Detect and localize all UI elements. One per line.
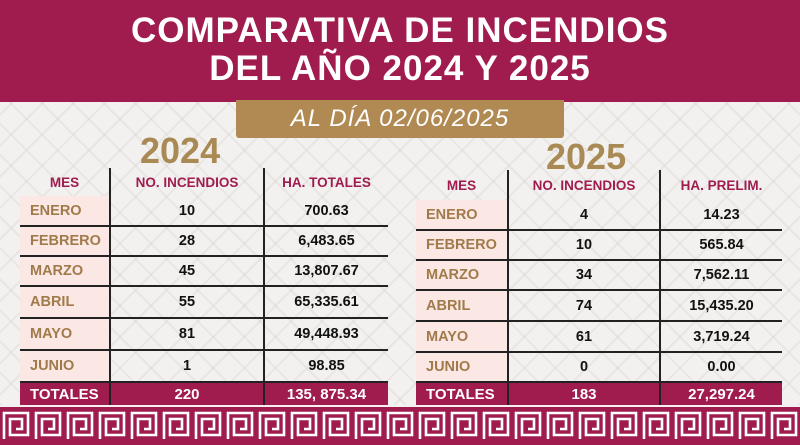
totals-row: TOTALES 220 135, 875.34 bbox=[20, 382, 388, 405]
table-2024: MES NO. INCENDIOS HA. TOTALES ENERO 10 7… bbox=[20, 168, 388, 405]
cell-month: MAYO bbox=[416, 321, 508, 353]
cell-hectares: 98.85 bbox=[263, 350, 388, 383]
header-banner: COMPARATIVA DE INCENDIOS DEL AÑO 2024 Y … bbox=[0, 0, 800, 102]
cell-fires: 4 bbox=[507, 200, 660, 231]
cell-hectares: 3,719.24 bbox=[659, 321, 782, 353]
cell-month: MARZO bbox=[20, 256, 110, 287]
header-hectareas: HA. PRELIM. bbox=[659, 170, 782, 200]
header-mes: MES bbox=[446, 177, 477, 193]
header-incendios: NO. INCENDIOS bbox=[109, 168, 264, 196]
year-label-2024: 2024 bbox=[140, 130, 221, 171]
table-row: ENERO 10 700.63 bbox=[20, 196, 388, 227]
totals-label: TOTALES bbox=[416, 382, 508, 405]
cell-fires: 10 bbox=[109, 196, 264, 227]
cell-hectares: 0.00 bbox=[659, 352, 782, 383]
totals-fires: 220 bbox=[109, 382, 264, 405]
cell-month: FEBRERO bbox=[416, 230, 508, 261]
cell-hectares: 14.23 bbox=[659, 200, 782, 231]
table-header-row: MES NO. INCENDIOS HA. PRELIM. bbox=[416, 170, 782, 200]
cell-fires: 0 bbox=[507, 352, 660, 383]
table-2025: MES NO. INCENDIOS HA. PRELIM. ENERO 4 14… bbox=[416, 170, 782, 405]
table-row: JUNIO 0 0.00 bbox=[416, 352, 782, 383]
cell-fires: 45 bbox=[109, 256, 264, 287]
table-header-row: MES NO. INCENDIOS HA. TOTALES bbox=[20, 168, 388, 196]
totals-row: TOTALES 183 27,297.24 bbox=[416, 382, 782, 405]
cell-month: ENERO bbox=[20, 196, 110, 227]
totals-label: TOTALES bbox=[20, 382, 110, 405]
cell-hectares: 6,483.65 bbox=[263, 226, 388, 257]
table-row: ABRIL 55 65,335.61 bbox=[20, 286, 388, 319]
totals-fires: 183 bbox=[507, 382, 660, 405]
page-title-line-2: DEL AÑO 2024 Y 2025 bbox=[209, 49, 591, 88]
cell-month: JUNIO bbox=[416, 352, 508, 383]
header-incendios: NO. INCENDIOS bbox=[507, 170, 660, 200]
cell-hectares: 65,335.61 bbox=[263, 286, 388, 319]
cell-month: FEBRERO bbox=[20, 226, 110, 257]
cell-hectares: 700.63 bbox=[263, 196, 388, 227]
cell-fires: 55 bbox=[109, 286, 264, 319]
date-bar: AL DÍA 02/06/2025 bbox=[236, 100, 564, 138]
header-hectareas: HA. TOTALES bbox=[263, 168, 388, 196]
totals-hectares: 27,297.24 bbox=[659, 382, 782, 405]
page-title-line-1: COMPARATIVA DE INCENDIOS bbox=[131, 11, 669, 50]
cell-hectares: 13,807.67 bbox=[263, 256, 388, 287]
cell-fires: 28 bbox=[109, 226, 264, 257]
greca-pattern-icon bbox=[0, 407, 800, 445]
table-row: FEBRERO 10 565.84 bbox=[416, 230, 782, 261]
header-mes: MES bbox=[49, 174, 80, 190]
cell-month: ENERO bbox=[416, 200, 508, 231]
cell-fires: 34 bbox=[507, 260, 660, 291]
cell-hectares: 15,435.20 bbox=[659, 290, 782, 322]
cell-fires: 10 bbox=[507, 230, 660, 261]
cell-fires: 1 bbox=[109, 350, 264, 383]
table-row: FEBRERO 28 6,483.65 bbox=[20, 226, 388, 257]
cell-fires: 81 bbox=[109, 318, 264, 351]
cell-month: MARZO bbox=[416, 260, 508, 291]
table-row: ENERO 4 14.23 bbox=[416, 200, 782, 231]
cell-month: MAYO bbox=[20, 318, 110, 351]
greca-border bbox=[0, 407, 800, 445]
table-row: MAYO 61 3,719.24 bbox=[416, 321, 782, 353]
table-row: ABRIL 74 15,435.20 bbox=[416, 290, 782, 322]
table-row: MARZO 34 7,562.11 bbox=[416, 260, 782, 291]
cell-fires: 74 bbox=[507, 290, 660, 322]
cell-fires: 61 bbox=[507, 321, 660, 353]
cell-hectares: 49,448.93 bbox=[263, 318, 388, 351]
cell-month: ABRIL bbox=[20, 286, 110, 319]
cell-hectares: 565.84 bbox=[659, 230, 782, 261]
totals-hectares: 135, 875.34 bbox=[263, 382, 388, 405]
cell-month: ABRIL bbox=[416, 290, 508, 322]
table-row: JUNIO 1 98.85 bbox=[20, 350, 388, 383]
cell-month: JUNIO bbox=[20, 350, 110, 383]
table-row: MAYO 81 49,448.93 bbox=[20, 318, 388, 351]
table-row: MARZO 45 13,807.67 bbox=[20, 256, 388, 287]
cell-hectares: 7,562.11 bbox=[659, 260, 782, 291]
